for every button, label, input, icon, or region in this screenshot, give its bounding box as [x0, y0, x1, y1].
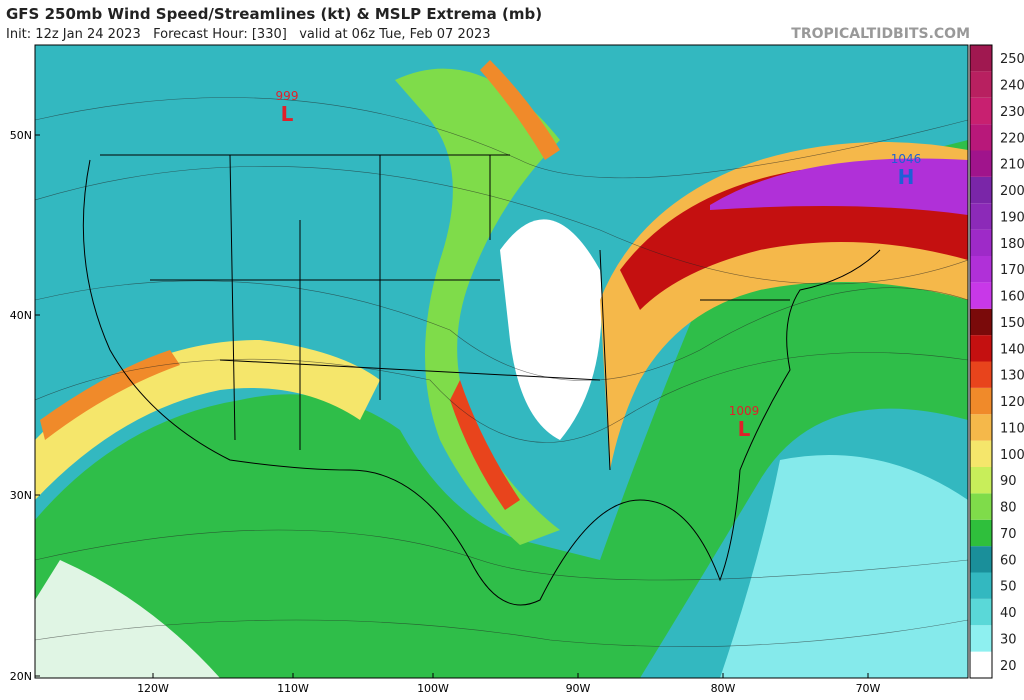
colorbar-label: 250 — [1000, 52, 1024, 67]
colorbar-label: 150 — [1000, 316, 1024, 331]
colorbar-label: 40 — [1000, 606, 1017, 621]
subtitle: Init: 12z Jan 24 2023 Forecast Hour: [33… — [6, 27, 491, 42]
colorbar-segment — [970, 572, 992, 599]
colorbar-segment — [970, 335, 992, 362]
colorbar-label: 100 — [1000, 448, 1024, 463]
longitude-label: 110W — [277, 682, 309, 695]
colorbar-segment — [970, 519, 992, 547]
title: GFS 250mb Wind Speed/Streamlines (kt) & … — [6, 5, 542, 23]
longitude-label: 80W — [711, 682, 736, 695]
colorbar-segment — [970, 440, 992, 467]
colorbar-segment — [970, 308, 992, 336]
pressure-value: 1046 — [891, 152, 922, 166]
colorbar-label: 200 — [1000, 184, 1024, 199]
colorbar-label: 240 — [1000, 79, 1024, 94]
map-frame — [34, 44, 969, 679]
colorbar-label: 180 — [1000, 237, 1024, 252]
colorbar-segment — [970, 71, 992, 98]
latitude-label: 50N — [10, 129, 32, 142]
colorbar-segment — [970, 598, 992, 626]
colorbar-segment — [970, 124, 992, 151]
colorbar-segment — [970, 546, 992, 573]
colorbar-label: 110 — [1000, 421, 1024, 436]
colorbar-segment — [970, 387, 992, 415]
pressure-center: L — [738, 417, 751, 441]
colorbar-label: 190 — [1000, 210, 1024, 225]
longitude-label: 120W — [137, 682, 169, 695]
colorbar-label: 60 — [1000, 553, 1017, 568]
site-credit: TROPICALTIDBITS.COM — [791, 26, 970, 42]
colorbar-segment — [970, 45, 992, 72]
longitude-label: 70W — [856, 682, 881, 695]
longitude-label: 90W — [566, 682, 591, 695]
colorbar-label: 220 — [1000, 131, 1024, 146]
colorbar-segment — [970, 467, 992, 494]
colorbar-label: 50 — [1000, 580, 1017, 595]
map — [35, 45, 968, 678]
colorbar-segment — [970, 97, 992, 125]
pressure-value: 999 — [276, 89, 299, 103]
colorbar-label: 120 — [1000, 395, 1024, 410]
colorbar-segment — [970, 361, 992, 388]
colorbar-label: 210 — [1000, 158, 1024, 173]
latitude-label: 40N — [10, 309, 32, 322]
colorbar-label: 20 — [1000, 659, 1017, 674]
colorbar-frame — [969, 44, 993, 679]
colorbar-segment — [970, 625, 992, 652]
colorbar-segment — [970, 493, 992, 520]
colorbar-label: 140 — [1000, 342, 1024, 357]
longitude-label: 100W — [417, 682, 449, 695]
pressure-center: L — [281, 102, 294, 126]
colorbar-label: 130 — [1000, 369, 1024, 384]
colorbar-label: 160 — [1000, 290, 1024, 305]
pressure-value: 1009 — [729, 404, 760, 418]
colorbar-segment — [970, 150, 992, 177]
latitude-label: 20N — [10, 670, 32, 683]
colorbar-label: 30 — [1000, 632, 1017, 647]
pressure-center: H — [898, 165, 915, 189]
colorbar-segment — [970, 414, 992, 441]
colorbar-segment — [970, 203, 992, 230]
colorbar-segment — [970, 229, 992, 256]
colorbar-segment — [970, 176, 992, 204]
colorbar-label: 80 — [1000, 501, 1017, 516]
colorbar-label: 70 — [1000, 527, 1017, 542]
colorbar-label: 230 — [1000, 105, 1024, 120]
colorbar-segment — [970, 651, 992, 678]
latitude-label: 30N — [10, 489, 32, 502]
colorbar-segment — [970, 256, 992, 283]
colorbar-label: 170 — [1000, 263, 1024, 278]
colorbar-segment — [970, 282, 992, 309]
colorbar-label: 90 — [1000, 474, 1017, 489]
